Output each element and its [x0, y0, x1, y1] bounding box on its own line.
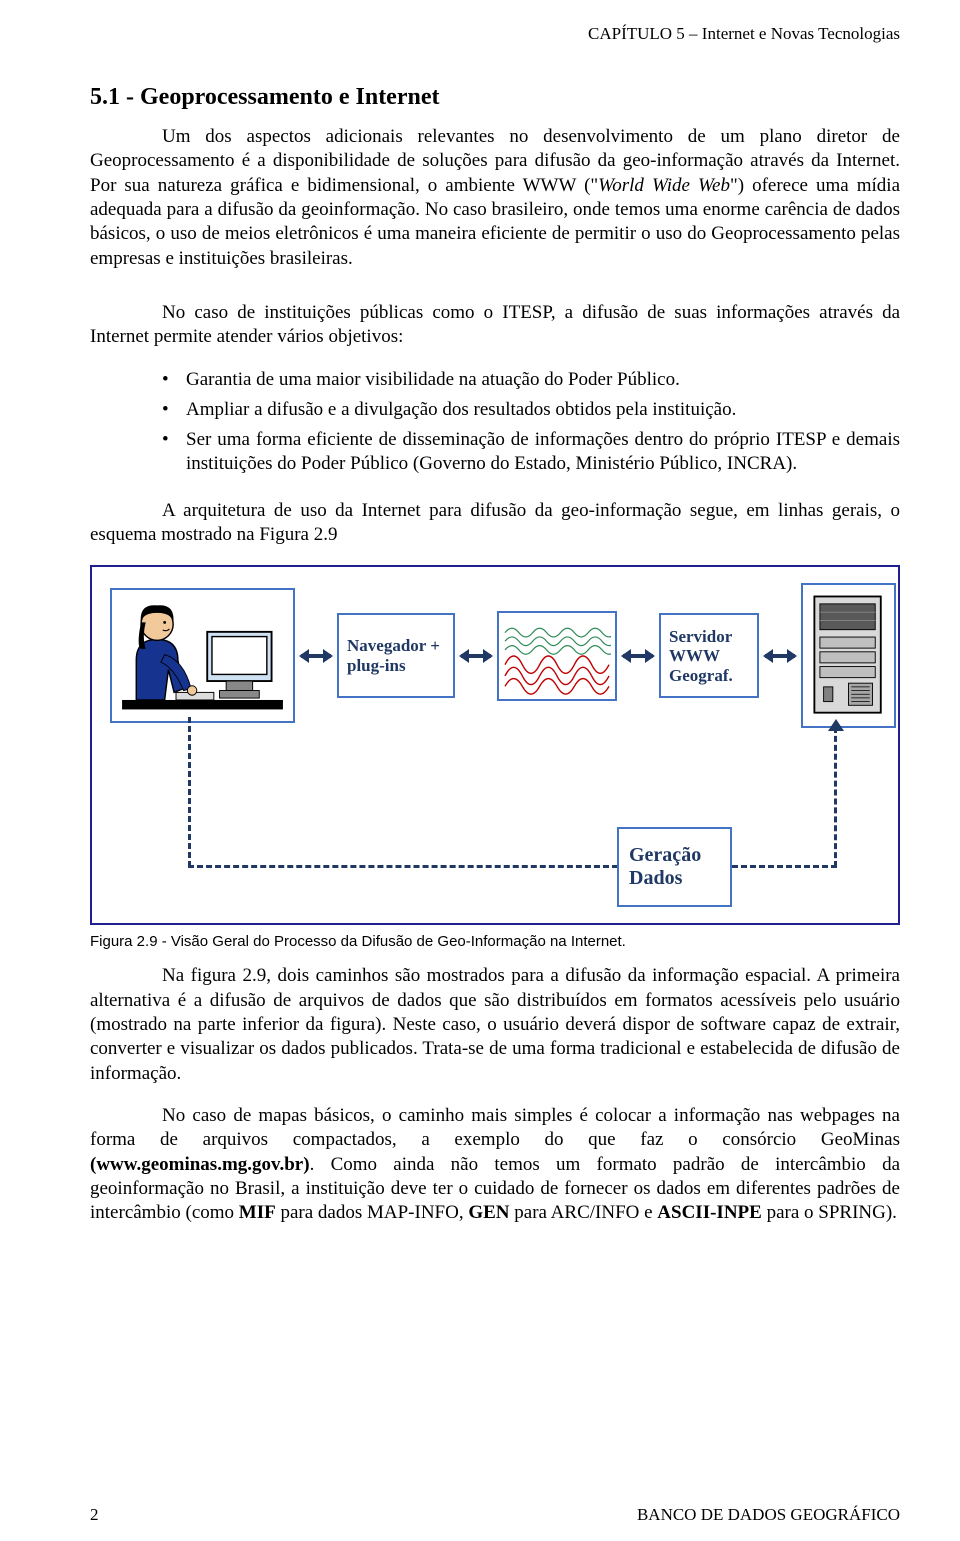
server-tower-icon: [807, 589, 890, 722]
p5-bold-mif: MIF: [239, 1202, 276, 1223]
paragraph-4: Na figura 2.9, dois caminhos são mostrad…: [90, 964, 900, 1086]
node-user-computer: [110, 588, 295, 723]
geracao-label: Geração Dados: [629, 844, 720, 890]
paragraph-5: No caso de mapas básicos, o caminho mais…: [90, 1104, 900, 1226]
arrowhead-up-icon: [828, 719, 844, 731]
node-geracao-dados: Geração Dados: [617, 827, 732, 907]
page: CAPÍTULO 5 – Internet e Novas Tecnologia…: [0, 0, 960, 1541]
figure-top-row: Navegador + plug-ins: [110, 583, 880, 728]
p5-bold-gen: GEN: [468, 1202, 509, 1223]
p5-bold-ascii: ASCII-INPE: [657, 1202, 762, 1223]
paragraph-1: Um dos aspectos adicionais relevantes no…: [90, 125, 900, 271]
dashed-connector: [732, 865, 837, 868]
dashed-connector: [188, 717, 191, 867]
p1-italic: World Wide Web: [598, 175, 730, 196]
node-network-signal: [497, 611, 617, 701]
dashed-connector: [188, 865, 618, 868]
page-number: 2: [90, 1505, 99, 1525]
user-computer-icon: [116, 594, 289, 717]
footer-right: BANCO DE DADOS GEOGRÁFICO: [637, 1505, 900, 1525]
paragraph-3: A arquitetura de uso da Internet para di…: [90, 499, 900, 548]
p5-c: para dados MAP-INFO,: [276, 1202, 469, 1223]
signal-icon: [503, 617, 611, 695]
arrow-icon: [623, 654, 653, 658]
list-item: Ampliar a difusão e a divulgação dos res…: [90, 398, 900, 422]
dashed-connector: [834, 727, 837, 867]
running-header: CAPÍTULO 5 – Internet e Novas Tecnologia…: [90, 24, 900, 44]
node-servidor: Servidor WWW Geograf.: [659, 613, 759, 698]
list-item: Ser uma forma eficiente de disseminação …: [90, 428, 900, 477]
node-server-tower: [801, 583, 896, 728]
p5-bold-url: (www.geominas.mg.gov.br): [90, 1154, 310, 1175]
arrow-icon: [461, 654, 491, 658]
page-footer: 2 BANCO DE DADOS GEOGRÁFICO: [90, 1505, 900, 1525]
section-title: 5.1 - Geoprocessamento e Internet: [90, 84, 900, 111]
p5-d: para ARC/INFO e: [510, 1202, 658, 1223]
node-navegador: Navegador + plug-ins: [337, 613, 455, 698]
paragraph-2: No caso de instituições públicas como o …: [90, 301, 900, 350]
figure-2-9: Navegador + plug-ins: [90, 565, 900, 925]
p5-e: para o SPRING).: [762, 1202, 897, 1223]
bullet-list: Garantia de uma maior visibilidade na at…: [90, 368, 900, 477]
servidor-label: Servidor WWW Geograf.: [669, 627, 749, 686]
navegador-label: Navegador + plug-ins: [347, 636, 445, 675]
figure-caption: Figura 2.9 - Visão Geral do Processo da …: [90, 933, 900, 950]
arrow-icon: [765, 654, 795, 658]
arrow-icon: [301, 654, 331, 658]
p5-a: No caso de mapas básicos, o caminho mais…: [90, 1105, 900, 1150]
list-item: Garantia de uma maior visibilidade na at…: [90, 368, 900, 392]
